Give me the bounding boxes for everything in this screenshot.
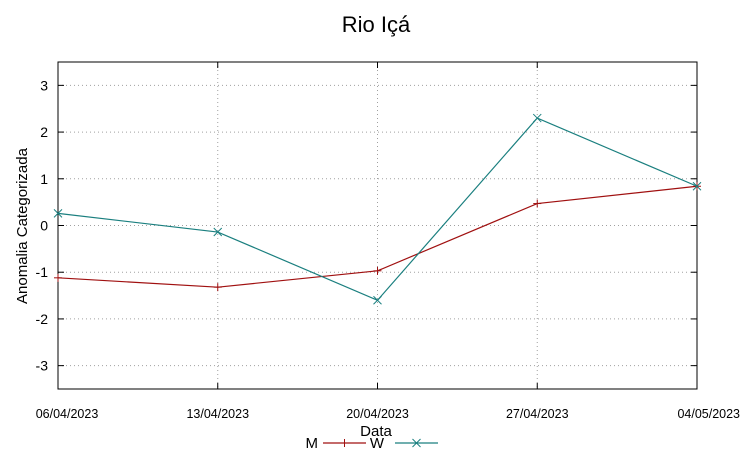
grid-lines: [57, 62, 698, 389]
data-point-M: [213, 283, 222, 292]
x-tick-label: 20/04/2023: [346, 407, 409, 421]
data-point-M: [54, 273, 62, 282]
data-point-W: [373, 295, 382, 305]
data-point-W: [532, 113, 542, 123]
x-tick-label: 04/05/2023: [677, 407, 740, 421]
x-axis-ticks: 06/04/2023 13/04/2023 20/04/2023 27/04/2023…: [36, 62, 740, 421]
x-tick-label: 13/04/2023: [186, 407, 249, 421]
x-axis-label: Data: [360, 423, 392, 440]
data-point-W: [53, 209, 63, 218]
legend-marker-W: [412, 438, 421, 448]
y-tick-label: 0: [40, 218, 48, 234]
x-tick-label: 27/04/2023: [506, 407, 569, 421]
y-tick-label: 3: [40, 77, 48, 93]
data-point-W: [213, 227, 223, 237]
legend-label-W: W: [370, 435, 385, 452]
y-tick-label: 2: [40, 124, 48, 140]
chart-title: Rio Içá: [342, 12, 411, 37]
y-tick-label: -2: [36, 311, 49, 327]
data-point-M: [373, 266, 382, 275]
series-layer: [53, 113, 702, 305]
legend-marker-M: [340, 439, 349, 447]
data-point-W: [692, 181, 702, 191]
legend-label-M: M: [306, 435, 319, 452]
plot-frame: [57, 61, 698, 390]
data-point-M: [533, 199, 542, 208]
y-axis-label: Anomalia Categorizada: [14, 147, 31, 304]
y-tick-label: -3: [36, 358, 49, 374]
y-tick-label: -1: [36, 264, 49, 280]
y-tick-label: 1: [40, 171, 48, 187]
y-axis-ticks: 3 2 1 0 -1 -2 -3: [36, 77, 697, 374]
x-tick-label: 06/04/2023: [36, 407, 99, 421]
